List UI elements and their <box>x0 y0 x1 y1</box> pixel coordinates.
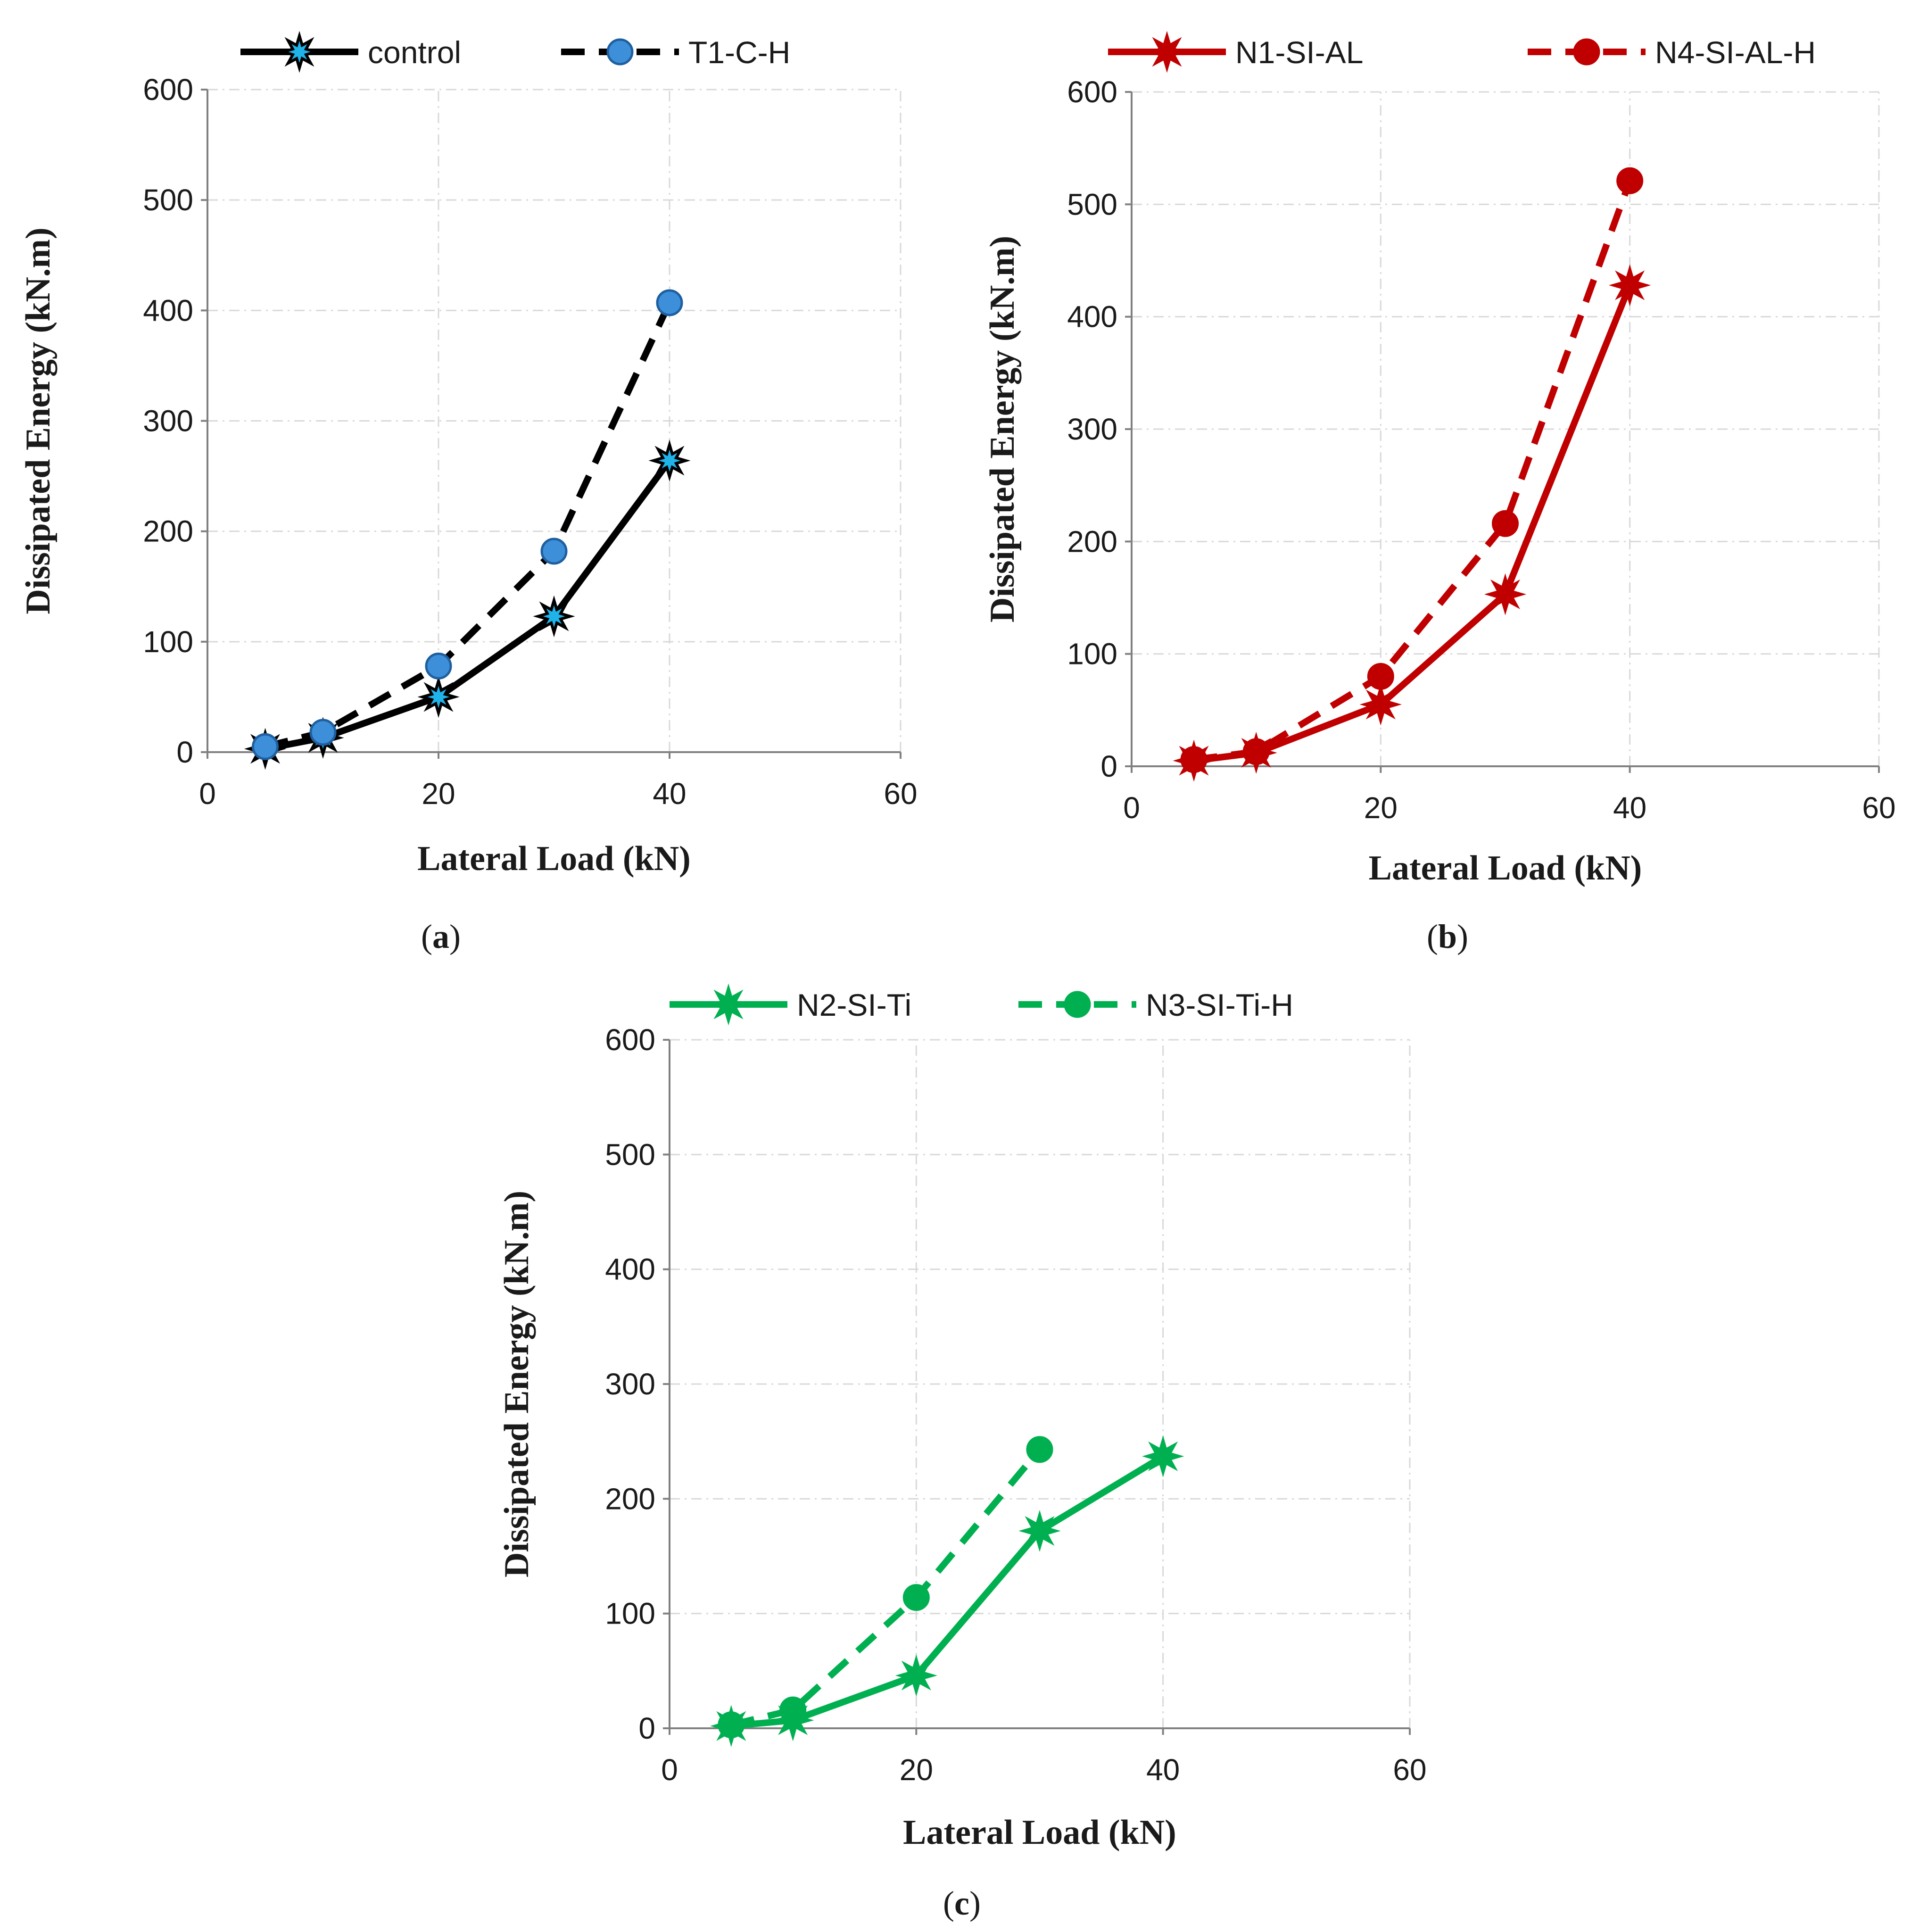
data-point-N4-SI-AL-H <box>1242 738 1270 765</box>
data-point-control <box>533 595 575 638</box>
x-tick-label: 40 <box>1146 1753 1180 1787</box>
y-tick-label: 300 <box>605 1367 655 1401</box>
data-point-N1-SI-AL <box>1484 573 1527 615</box>
data-point-N2-SI-Ti <box>1142 1435 1184 1477</box>
y-tick-label: 200 <box>1067 524 1117 558</box>
data-point-T1-C-H <box>540 538 568 565</box>
y-tick-label: 600 <box>143 73 193 107</box>
y-tick-label: 100 <box>143 625 193 659</box>
panel-caption-letter: a <box>432 918 449 955</box>
data-point-T1-C-H <box>309 719 337 746</box>
y-axis-title: Dissipated Energy (kN.m) <box>497 1191 536 1577</box>
data-point-T1-C-H <box>252 733 279 760</box>
y-tick-label: 500 <box>1067 187 1117 221</box>
y-tick-label: 200 <box>143 514 193 548</box>
data-point-N4-SI-AL-H <box>1492 510 1519 537</box>
x-tick-label: 20 <box>1364 791 1398 825</box>
data-point-N2-SI-Ti <box>895 1654 937 1697</box>
data-point-N2-SI-Ti <box>1018 1509 1061 1552</box>
y-tick-label: 300 <box>1067 412 1117 446</box>
x-axis-title: Lateral Load (kN) <box>903 1813 1176 1852</box>
panel-caption: (c) <box>943 1884 981 1922</box>
legend-marker-N3-SI-Ti-H <box>1064 991 1091 1018</box>
legend-label-N3-SI-Ti-H: N3-SI-Ti-H <box>1146 987 1293 1022</box>
chart-panel-a: 0 100 200 300 400 500 600 0 20 40 60 Lateral Load (… <box>19 31 918 955</box>
data-point-control <box>417 676 460 718</box>
data-point-N3-SI-Ti-H <box>779 1696 807 1724</box>
panel-caption: (a) <box>421 918 461 955</box>
y-tick-label: 400 <box>143 293 193 327</box>
y-axis-title: Dissipated Energy (kN.m) <box>983 236 1022 622</box>
series-line-control <box>265 458 672 752</box>
x-axis-title: Lateral Load (kN) <box>1369 849 1642 887</box>
data-point-N4-SI-AL-H <box>1367 663 1394 690</box>
legend-marker-T1-C-H <box>606 38 634 66</box>
y-tick-label: 600 <box>1067 75 1117 109</box>
data-point-N4-SI-AL-H <box>1180 746 1208 773</box>
x-tick-label: 20 <box>422 777 455 811</box>
panel-caption-letter: c <box>954 1884 969 1922</box>
y-tick-label: 500 <box>143 183 193 217</box>
x-tick-label: 60 <box>1862 791 1895 825</box>
y-tick-label: 0 <box>1100 749 1117 783</box>
x-tick-label: 40 <box>1613 791 1646 825</box>
chart-panel-c: 0 100 200 300 400 500 600 0 20 40 60 Lateral Load (… <box>497 983 1427 1922</box>
y-tick-label: 0 <box>638 1711 655 1745</box>
x-tick-label: 20 <box>900 1753 933 1787</box>
data-point-N1-SI-AL <box>1609 264 1651 307</box>
chart-panel-b: 0 100 200 300 400 500 600 0 20 40 60 Lateral Load (… <box>983 31 1896 955</box>
y-tick-label: 400 <box>1067 300 1117 334</box>
x-tick-label: 60 <box>1393 1753 1426 1787</box>
x-tick-label: 60 <box>884 777 917 811</box>
x-tick-label: 0 <box>661 1753 678 1787</box>
data-point-T1-C-H <box>425 652 452 680</box>
y-tick-label: 0 <box>176 735 193 769</box>
y-tick-label: 300 <box>143 404 193 438</box>
data-point-N3-SI-Ti-H <box>1026 1436 1053 1463</box>
data-point-N3-SI-Ti-H <box>902 1584 930 1611</box>
x-tick-label: 0 <box>1123 791 1140 825</box>
legend-label-control: control <box>368 35 461 70</box>
data-point-control <box>648 439 691 482</box>
x-tick-label: 0 <box>199 777 216 811</box>
legend-marker-N1-SI-AL <box>1146 31 1188 73</box>
legend-label-N2-SI-Ti: N2-SI-Ti <box>797 987 911 1022</box>
data-point-N1-SI-AL <box>1359 683 1402 726</box>
legend-marker-N4-SI-AL-H <box>1573 38 1600 66</box>
legend-marker-control <box>278 31 321 73</box>
data-point-N3-SI-Ti-H <box>718 1711 745 1739</box>
y-tick-label: 600 <box>605 1023 655 1057</box>
legend-marker-N2-SI-Ti <box>707 983 750 1026</box>
x-axis-title: Lateral Load (kN) <box>417 839 691 878</box>
legend-label-N1-SI-AL: N1-SI-AL <box>1235 35 1363 70</box>
panel-caption-letter: b <box>1438 918 1457 955</box>
legend-label-T1-C-H: T1-C-H <box>688 35 790 70</box>
y-tick-label: 500 <box>605 1137 655 1171</box>
y-tick-label: 400 <box>605 1252 655 1286</box>
series-line-N2-SI-Ti <box>731 1453 1165 1730</box>
y-tick-label: 100 <box>605 1597 655 1631</box>
data-point-T1-C-H <box>656 289 683 316</box>
panel-caption: (b) <box>1427 918 1468 955</box>
legend-label-N4-SI-AL-H: N4-SI-AL-H <box>1655 35 1816 70</box>
data-point-N4-SI-AL-H <box>1616 167 1644 194</box>
y-tick-label: 200 <box>605 1482 655 1516</box>
y-tick-label: 100 <box>1067 637 1117 671</box>
x-tick-label: 40 <box>653 777 686 811</box>
y-axis-title: Dissipated Energy (kN.m) <box>19 227 58 614</box>
